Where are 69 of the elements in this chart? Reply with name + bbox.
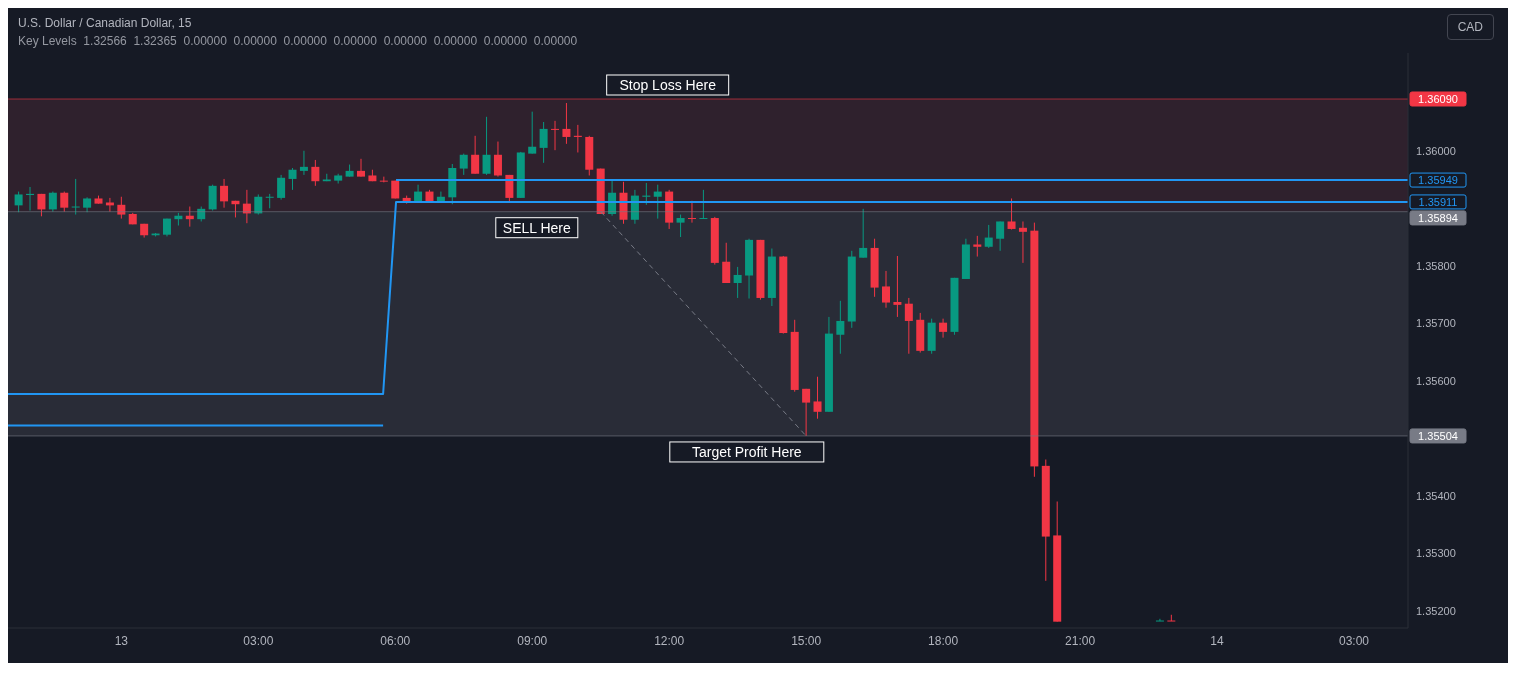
candlestick [733, 266, 742, 299]
candlestick [893, 255, 902, 318]
candlestick [722, 242, 731, 284]
candlestick [1007, 197, 1016, 231]
candlestick [357, 158, 366, 178]
candlestick [60, 191, 69, 213]
y-tick-label: 1.35400 [1416, 489, 1456, 502]
data-label: 1.35911 [1418, 195, 1458, 208]
candlestick [299, 150, 308, 176]
candlestick [482, 116, 491, 176]
candlestick [562, 102, 571, 145]
candlestick [254, 193, 263, 216]
y-axis-title: CAD [1446, 14, 1494, 40]
candlestick [551, 120, 560, 151]
annotation: Target Profit Here [691, 443, 802, 460]
y-tick-label: 1.35200 [1416, 604, 1456, 617]
candlestick [48, 191, 57, 213]
candlestick [277, 174, 286, 201]
candlestick [117, 196, 126, 220]
ref-line-label: 1.35504 [1418, 429, 1458, 442]
candlestick [1018, 220, 1027, 264]
candlestick [904, 297, 913, 355]
candlestick [14, 191, 23, 213]
candlestick [471, 135, 480, 175]
candlestick [528, 111, 537, 155]
x-tick-label: 13 [114, 633, 129, 648]
y-tick-label: 1.35700 [1416, 317, 1456, 330]
data-label: 1.35949 [1418, 174, 1458, 187]
x-tick-label: 14 [1210, 633, 1225, 648]
annotation: SELL Here [502, 219, 571, 236]
ref-line-label: 1.36090 [1418, 93, 1458, 105]
candlestick [859, 208, 868, 259]
candlestick [288, 167, 297, 191]
x-tick-label: 06:00 [380, 633, 411, 648]
x-tick-label: 03:00 [1338, 633, 1370, 648]
candlestick [939, 318, 948, 339]
candlestick [676, 214, 685, 238]
x-tick-label: 12:00 [654, 633, 685, 648]
candlestick [836, 300, 845, 355]
x-tick-label: 21:00 [1065, 633, 1096, 648]
candlestick [802, 388, 811, 437]
candlestick [459, 153, 468, 176]
candlestick [311, 159, 320, 187]
y-tick-label: 1.35800 [1416, 259, 1456, 272]
candlestick [208, 184, 217, 212]
y-tick-label: 1.35600 [1416, 374, 1456, 387]
candlestick [71, 178, 80, 216]
candlestick [699, 189, 708, 220]
chart-subtitle: Key Levels 1.32566 1.32365 0.00000 0.00000 0.00000 0.00000 0.00000 0.00000 0.00000 0.00000 [18, 33, 578, 50]
candlestick [242, 189, 251, 224]
candlestick [882, 270, 891, 309]
ref-line-label: 1.35894 [1418, 211, 1458, 224]
x-tick-label: 15:00 [791, 633, 822, 648]
candlestick [539, 121, 548, 164]
candlestick [653, 184, 662, 220]
candlestick [996, 220, 1005, 252]
y-tick-label: 1.36000 [1416, 144, 1456, 157]
annotation: Stop Loss Here [619, 77, 717, 93]
candlestick [984, 224, 993, 249]
x-tick-label: 03:00 [243, 633, 274, 648]
candlestick [973, 235, 982, 258]
candlestick [220, 178, 229, 209]
y-tick-label: 1.35300 [1416, 547, 1456, 560]
x-tick-label: 18:00 [928, 633, 959, 648]
chart-title: U.S. Dollar / Canadian Dollar, 15 [18, 15, 193, 32]
candlestick [813, 376, 822, 420]
candlestick [493, 141, 502, 178]
candlestick [265, 193, 274, 209]
x-tick-label: 09:00 [517, 633, 548, 648]
